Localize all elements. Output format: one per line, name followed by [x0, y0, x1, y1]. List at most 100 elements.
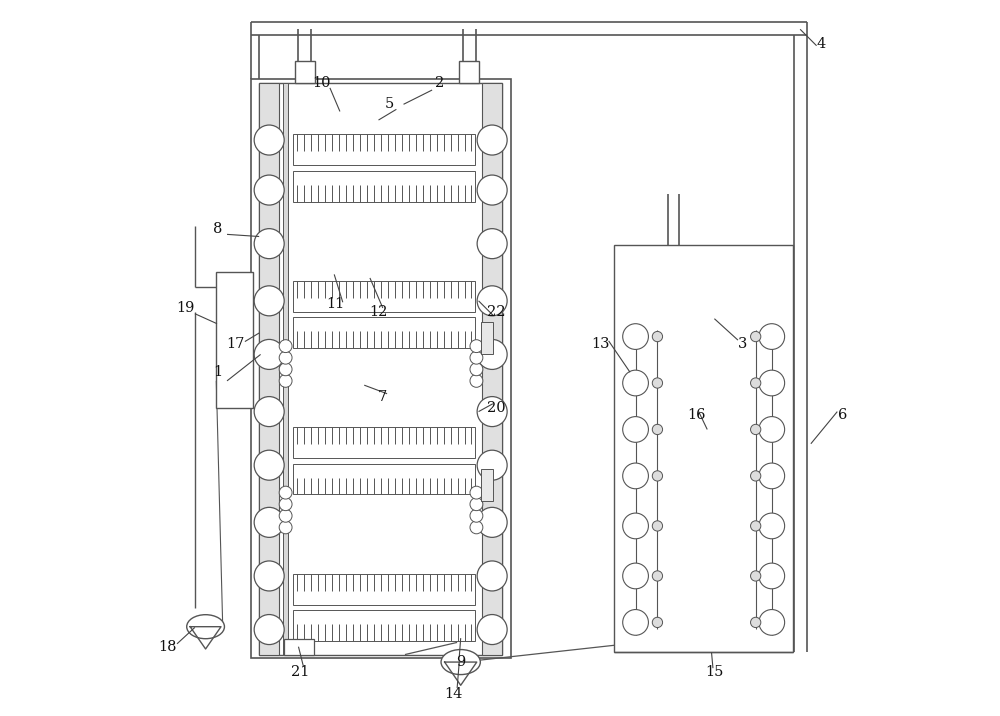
Bar [614, 245, 793, 652]
Bar [481, 322, 493, 354]
Bar [293, 317, 475, 348]
Bar [259, 83, 502, 654]
Circle shape [623, 563, 648, 589]
Text: 14: 14 [444, 687, 463, 701]
Bar [293, 574, 475, 604]
Circle shape [751, 425, 761, 435]
Circle shape [477, 397, 507, 427]
Circle shape [254, 397, 284, 427]
Text: 20: 20 [487, 401, 506, 415]
Bar [251, 79, 511, 658]
Circle shape [254, 125, 284, 155]
Bar [293, 171, 475, 201]
Circle shape [279, 498, 292, 511]
Circle shape [623, 324, 648, 349]
Circle shape [751, 378, 761, 388]
Circle shape [279, 374, 292, 387]
Bar [293, 427, 475, 458]
Bar [481, 469, 493, 501]
Circle shape [279, 352, 292, 364]
Text: 13: 13 [591, 337, 609, 351]
Circle shape [279, 339, 292, 352]
Circle shape [477, 561, 507, 591]
Text: 1: 1 [213, 365, 222, 379]
Circle shape [623, 463, 648, 489]
Text: 16: 16 [687, 408, 706, 422]
Circle shape [279, 363, 292, 376]
Text: 22: 22 [487, 304, 506, 319]
Bar [216, 272, 253, 408]
Circle shape [477, 125, 507, 155]
Bar [293, 464, 475, 495]
Circle shape [759, 463, 785, 489]
Circle shape [751, 470, 761, 481]
Circle shape [470, 374, 483, 387]
Circle shape [652, 425, 663, 435]
Circle shape [477, 228, 507, 258]
Text: 11: 11 [327, 297, 345, 311]
Bar [482, 83, 502, 654]
Circle shape [759, 563, 785, 589]
Circle shape [652, 378, 663, 388]
Circle shape [652, 571, 663, 581]
Circle shape [623, 417, 648, 442]
Circle shape [759, 324, 785, 349]
Circle shape [254, 175, 284, 205]
Circle shape [254, 339, 284, 369]
Circle shape [470, 498, 483, 511]
Circle shape [751, 521, 761, 531]
Ellipse shape [441, 649, 480, 674]
Text: 21: 21 [291, 665, 309, 679]
Circle shape [254, 614, 284, 644]
Bar [295, 62, 315, 83]
Text: 8: 8 [213, 223, 222, 236]
Bar [293, 135, 475, 165]
Circle shape [279, 486, 292, 499]
Text: 3: 3 [738, 337, 748, 351]
Circle shape [470, 352, 483, 364]
Circle shape [759, 609, 785, 635]
Circle shape [254, 508, 284, 538]
Text: 6: 6 [838, 408, 848, 422]
Circle shape [254, 561, 284, 591]
Text: 10: 10 [312, 76, 331, 90]
Circle shape [477, 175, 507, 205]
Circle shape [477, 450, 507, 480]
Text: 4: 4 [817, 37, 826, 51]
Bar [283, 83, 288, 654]
Bar [284, 639, 314, 654]
Polygon shape [190, 626, 221, 649]
Bar [293, 610, 475, 641]
Circle shape [751, 617, 761, 627]
Circle shape [751, 571, 761, 581]
Circle shape [477, 286, 507, 316]
Circle shape [751, 332, 761, 342]
Text: 15: 15 [705, 665, 724, 679]
Circle shape [477, 508, 507, 538]
Text: 2: 2 [435, 76, 444, 90]
Text: 12: 12 [369, 304, 388, 319]
Circle shape [470, 363, 483, 376]
Text: 19: 19 [176, 301, 195, 315]
Text: 17: 17 [226, 337, 245, 351]
Circle shape [254, 228, 284, 258]
Circle shape [652, 332, 663, 342]
Circle shape [279, 521, 292, 534]
Text: 9: 9 [456, 654, 465, 669]
Circle shape [652, 521, 663, 531]
Circle shape [477, 339, 507, 369]
Circle shape [254, 286, 284, 316]
Circle shape [623, 609, 648, 635]
Circle shape [477, 614, 507, 644]
Bar [293, 281, 475, 311]
Circle shape [470, 486, 483, 499]
Circle shape [759, 513, 785, 539]
Circle shape [470, 509, 483, 522]
Polygon shape [445, 662, 477, 685]
Bar [459, 62, 479, 83]
Ellipse shape [187, 615, 224, 639]
Circle shape [652, 470, 663, 481]
Circle shape [623, 513, 648, 539]
Circle shape [759, 417, 785, 442]
Circle shape [254, 450, 284, 480]
